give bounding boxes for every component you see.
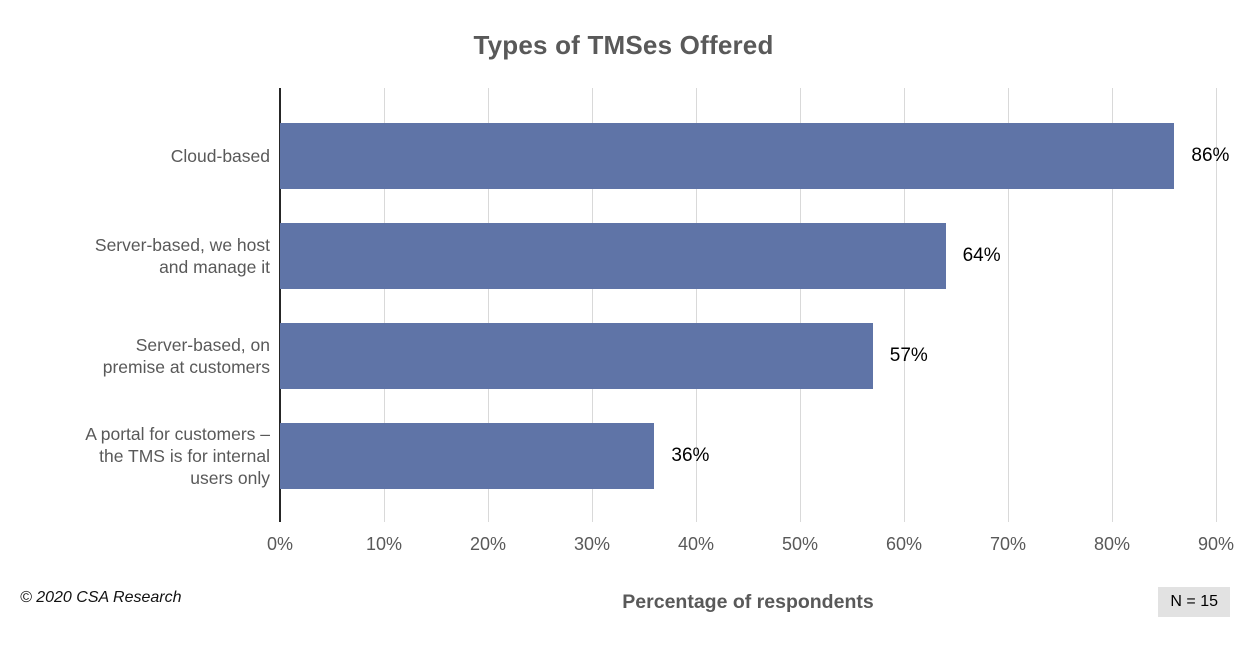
gridline (1112, 88, 1113, 522)
gridline (488, 88, 489, 522)
value-label: 36% (671, 445, 710, 466)
gridline (800, 88, 801, 522)
gridline (904, 88, 905, 522)
category-label: Server-based, on premise at customers (102, 335, 270, 377)
value-label: 57% (889, 345, 928, 366)
value-label: 86% (1191, 145, 1230, 166)
category-label: A portal for customers – the TMS is for … (85, 424, 270, 488)
gridline (384, 88, 385, 522)
bar-2 (280, 223, 946, 289)
gridline (1216, 88, 1217, 522)
bar-1 (280, 123, 1175, 189)
x-axis-title: Percentage of respondents (622, 591, 874, 613)
x-tick-label: 30% (573, 534, 611, 554)
copyright-text: © 2020 CSA Research (20, 589, 182, 606)
x-tick-label: 80% (1093, 534, 1131, 554)
x-tick-label: 50% (781, 534, 819, 554)
x-tick-label: 20% (469, 534, 507, 554)
chart-title: Types of TMSes Offered (473, 30, 774, 60)
gridline (696, 88, 697, 522)
x-tick-label: 10% (365, 534, 403, 554)
gridline (592, 88, 593, 522)
x-tick-label: 0% (266, 534, 293, 554)
plot-area: 86% 64% 57% 36% (279, 88, 1229, 522)
x-tick-label: 40% (677, 534, 715, 554)
category-label: Server-based, we host and manage it (94, 235, 270, 277)
x-tick-label: 90% (1197, 534, 1235, 554)
x-tick-label: 70% (989, 534, 1027, 554)
category-label: Cloud-based (170, 146, 270, 166)
bar-3 (280, 323, 873, 389)
bar-4 (280, 423, 655, 489)
y-axis-line (279, 88, 281, 522)
value-label: 64% (962, 245, 1001, 266)
gridline (1008, 88, 1009, 522)
sample-size-badge: N = 15 (1158, 587, 1230, 617)
x-tick-label: 60% (885, 534, 923, 554)
